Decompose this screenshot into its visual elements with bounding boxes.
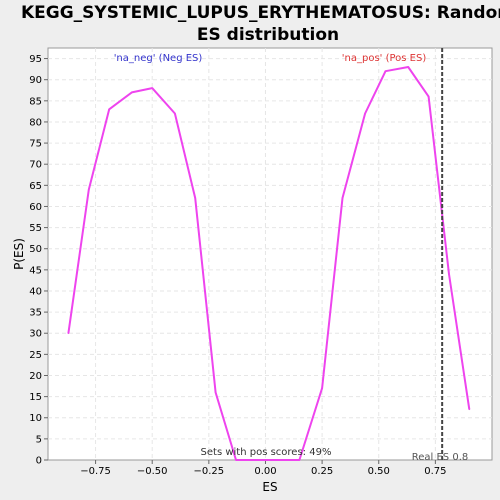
real-es-label: Real ES 0.8 — [412, 452, 468, 463]
es-data-point — [384, 70, 387, 73]
plot-area — [47, 47, 493, 461]
es-data-point — [257, 459, 260, 461]
chart-title-line-1: KEGG_SYSTEMIC_LUPUS_ERYTHEMATOSUS: Rando… — [21, 3, 500, 23]
x-tick-label: −0.50 — [137, 466, 168, 477]
es-data-point — [87, 188, 90, 191]
es-data-point — [194, 197, 197, 199]
x-tick-label: −0.75 — [80, 466, 111, 477]
pos-scores-label: Sets with pos scores: 49% — [201, 447, 332, 458]
es-data-point — [298, 459, 301, 461]
y-tick-label: 85 — [29, 96, 42, 107]
es-data-point — [468, 408, 471, 411]
y-tick-label: 0 — [36, 456, 42, 467]
es-data-point — [151, 87, 154, 89]
es-data-point — [108, 108, 110, 111]
y-tick-label: 25 — [29, 350, 42, 361]
x-tick-label: 0.25 — [311, 466, 333, 477]
x-tick-label: −0.25 — [194, 466, 225, 477]
y-axis-label: P(ES) — [12, 238, 26, 270]
x-tick-label: 0.75 — [424, 466, 446, 477]
es-distribution-line — [67, 66, 471, 461]
x-tick-label: 0.50 — [368, 466, 390, 477]
es-data-point — [235, 459, 237, 461]
y-tick-label: 60 — [29, 202, 42, 213]
y-tick-label: 55 — [29, 223, 42, 234]
series-layer — [67, 66, 471, 461]
chart-title-line-2: ES distribution — [197, 25, 339, 45]
es-data-point — [174, 112, 176, 115]
y-tick-label: 65 — [29, 181, 42, 192]
y-tick-label: 90 — [29, 75, 42, 86]
es-data-point — [364, 112, 366, 115]
neg-es-label: 'na_neg' (Neg ES) — [114, 53, 203, 64]
y-tick-label: 50 — [29, 244, 42, 255]
y-tick-label: 40 — [29, 286, 42, 297]
y-tick-label: 5 — [36, 434, 42, 445]
es-data-point — [67, 332, 70, 335]
x-tick-label: 0.00 — [254, 466, 276, 477]
x-axis-label: ES — [262, 480, 277, 494]
y-tick-label: 75 — [29, 139, 42, 150]
es-data-point — [448, 273, 450, 275]
y-tick-label: 45 — [29, 265, 42, 276]
y-tick-label: 20 — [29, 371, 42, 382]
y-tick-label: 15 — [29, 392, 42, 403]
y-axis-ticks: 0 5 10 15 20 25 30 35 40 45 50 55 60 65 70 75 80 85 90 95 — [29, 54, 48, 467]
y-tick-label: 80 — [29, 117, 42, 128]
es-data-point — [131, 91, 133, 94]
es-data-point — [278, 459, 280, 461]
es-data-point — [407, 66, 409, 68]
y-tick-label: 95 — [29, 54, 42, 65]
pos-es-label: 'na_pos' (Pos ES) — [342, 53, 427, 64]
es-data-point — [341, 197, 344, 199]
y-tick-label: 30 — [29, 329, 42, 340]
y-tick-label: 70 — [29, 160, 42, 171]
y-tick-label: 10 — [29, 413, 42, 424]
es-data-point — [214, 391, 217, 394]
y-tick-label: 35 — [29, 308, 42, 319]
es-data-point — [321, 387, 323, 389]
es-data-point — [427, 95, 430, 98]
